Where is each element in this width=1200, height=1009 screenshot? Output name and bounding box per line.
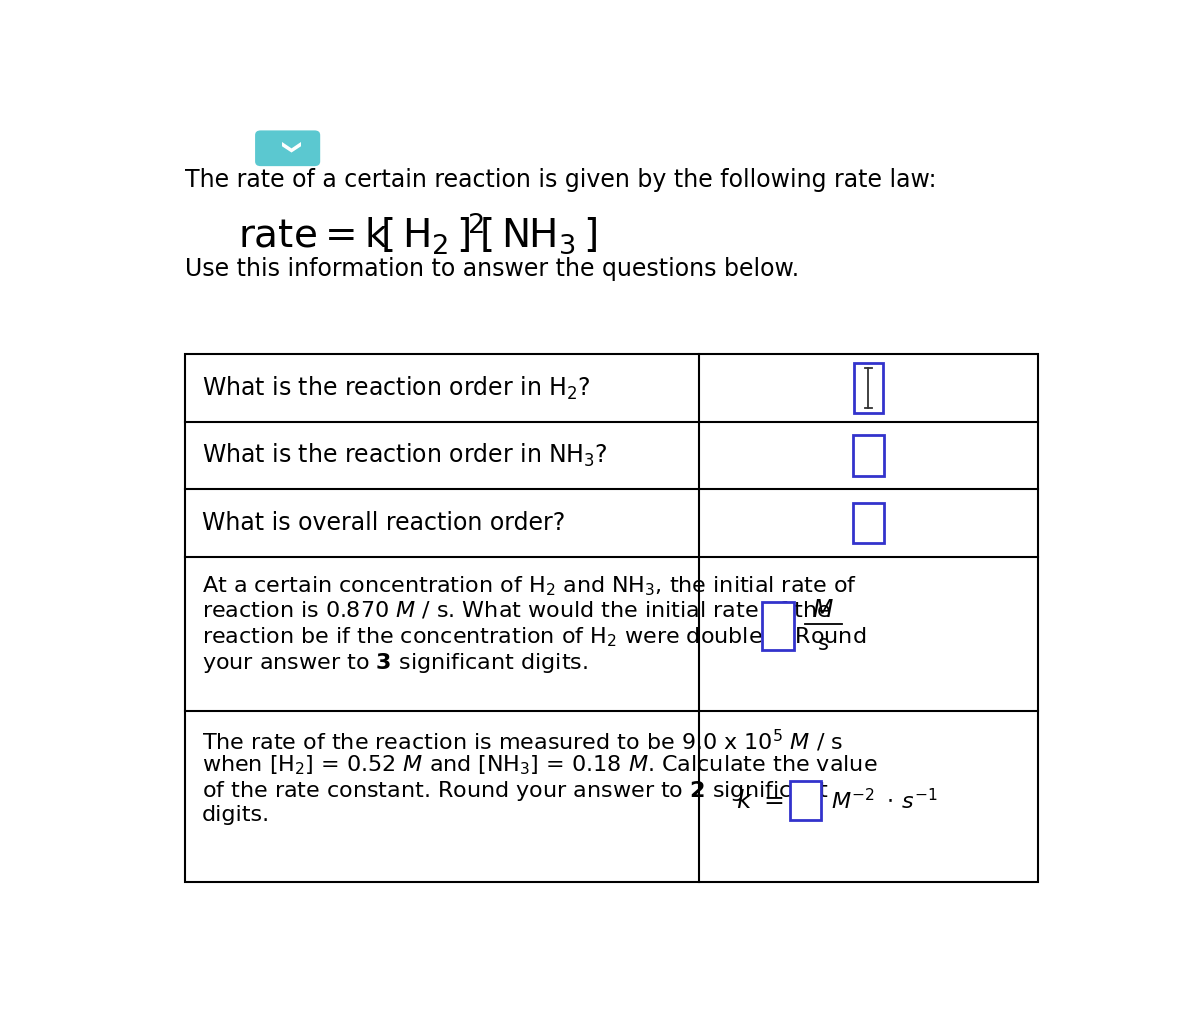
Text: reaction be if the concentration of H$_2$ were doubled? Round: reaction be if the concentration of H$_2…: [202, 626, 866, 649]
Bar: [853, 362, 883, 414]
Text: ❯: ❯: [278, 140, 298, 156]
Text: $M^{-2}\ \cdot\, s^{-1}$: $M^{-2}\ \cdot\, s^{-1}$: [830, 788, 937, 813]
Bar: [790, 781, 822, 820]
Text: of the rate constant. Round your answer to $\mathbf{2}$ significant: of the rate constant. Round your answer …: [202, 779, 829, 803]
Bar: [853, 435, 884, 476]
Text: $k\ =$: $k\ =$: [736, 788, 784, 812]
Bar: [853, 502, 884, 543]
Text: The rate of the reaction is measured to be 9.0 x 10$^5$ $M$ / s: The rate of the reaction is measured to …: [202, 727, 844, 754]
Text: $M$: $M$: [812, 598, 834, 623]
Text: Use this information to answer the questions below.: Use this information to answer the quest…: [185, 257, 799, 282]
Text: The rate of a certain reaction is given by the following rate law:: The rate of a certain reaction is given …: [185, 167, 937, 192]
Text: reaction is 0.870 $M$ / s. What would the initial rate of the: reaction is 0.870 $M$ / s. What would th…: [202, 599, 830, 621]
Text: $\mathrm{rate} = \mathrm{k}\!\left[\,\mathrm{H}_2\,\right]^{\!2}\!\left[\,\mathr: $\mathrm{rate} = \mathrm{k}\!\left[\,\ma…: [239, 211, 598, 255]
Text: your answer to $\mathbf{3}$ significant digits.: your answer to $\mathbf{3}$ significant …: [202, 651, 588, 675]
Bar: [185, 354, 1038, 883]
Text: digits.: digits.: [202, 805, 270, 824]
Text: What is the reaction order in NH$_3$?: What is the reaction order in NH$_3$?: [202, 442, 607, 469]
Text: when [H$_2$] = 0.52 $M$ and [NH$_3$] = 0.18 $M$. Calculate the value: when [H$_2$] = 0.52 $M$ and [NH$_3$] = 0…: [202, 754, 877, 777]
Text: $\mathrm{s}$: $\mathrm{s}$: [817, 634, 829, 654]
Text: What is overall reaction order?: What is overall reaction order?: [202, 512, 565, 535]
Bar: [762, 602, 793, 650]
FancyBboxPatch shape: [256, 130, 320, 166]
Text: At a certain concentration of H$_2$ and NH$_3$, the initial rate of: At a certain concentration of H$_2$ and …: [202, 574, 857, 597]
Text: What is the reaction order in H$_2$?: What is the reaction order in H$_2$?: [202, 374, 590, 402]
